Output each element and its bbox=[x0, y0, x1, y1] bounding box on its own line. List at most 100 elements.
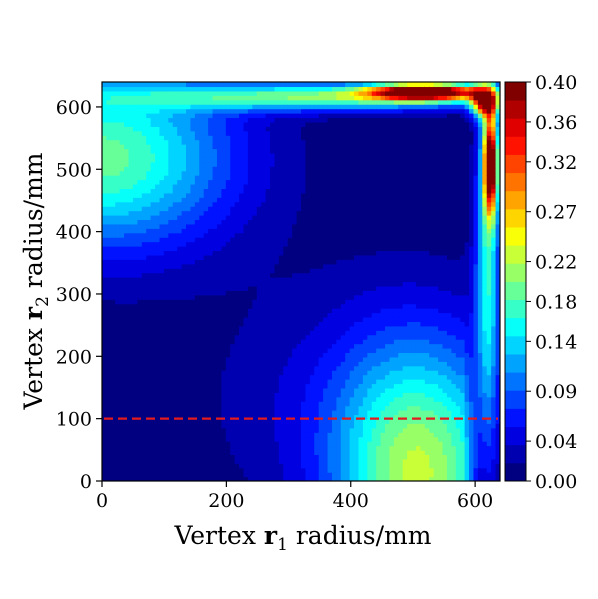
contour-cell bbox=[212, 303, 218, 309]
contour-cell bbox=[323, 423, 329, 429]
contour-cell bbox=[274, 166, 280, 172]
contour-cell bbox=[163, 418, 169, 424]
contour-cell bbox=[314, 463, 320, 469]
contour-cell bbox=[225, 343, 231, 349]
contour-cell bbox=[230, 166, 236, 172]
contour-cell bbox=[172, 423, 178, 429]
contour-cell bbox=[132, 348, 138, 354]
contour-cell bbox=[292, 472, 298, 478]
contour-cell bbox=[221, 277, 227, 283]
contour-cell bbox=[331, 294, 337, 300]
contour-cell bbox=[110, 157, 116, 163]
contour-cell bbox=[287, 121, 293, 127]
contour-cell bbox=[102, 427, 108, 433]
contour-cell bbox=[340, 90, 346, 96]
contour-cell bbox=[146, 117, 152, 123]
contour-cell bbox=[247, 365, 253, 371]
contour-cell bbox=[292, 330, 298, 336]
contour-cell bbox=[247, 449, 253, 455]
contour-cell bbox=[301, 308, 307, 314]
contour-cell bbox=[327, 228, 333, 234]
contour-cell bbox=[287, 472, 293, 478]
contour-cell bbox=[278, 299, 284, 305]
contour-cell bbox=[155, 210, 161, 216]
contour-cell bbox=[296, 259, 302, 265]
contour-cell bbox=[234, 303, 240, 309]
contour-cell bbox=[247, 396, 253, 402]
contour-cell bbox=[278, 277, 284, 283]
contour-cell bbox=[256, 170, 262, 176]
contour-cell bbox=[252, 365, 258, 371]
contour-cell bbox=[194, 246, 200, 252]
contour-cell bbox=[239, 272, 245, 278]
contour-cell bbox=[212, 157, 218, 163]
contour-cell bbox=[336, 254, 342, 260]
contour-cell bbox=[314, 192, 320, 198]
contour-cell bbox=[292, 432, 298, 438]
contour-cell bbox=[132, 104, 138, 110]
contour-cell bbox=[252, 166, 258, 172]
contour-cell bbox=[159, 117, 165, 123]
contour-cell bbox=[110, 441, 116, 447]
contour-cell bbox=[221, 232, 227, 238]
contour-cell bbox=[203, 370, 209, 376]
contour-cell bbox=[203, 104, 209, 110]
contour-cell bbox=[106, 206, 112, 212]
contour-cell bbox=[283, 432, 289, 438]
contour-cell bbox=[283, 463, 289, 469]
contour-cell bbox=[287, 290, 293, 296]
contour-cell bbox=[102, 436, 108, 442]
contour-cell bbox=[146, 250, 152, 256]
contour-cell bbox=[208, 223, 214, 229]
contour-cell bbox=[265, 294, 271, 300]
contour-cell bbox=[225, 277, 231, 283]
contour-cell bbox=[230, 250, 236, 256]
contour-cell bbox=[119, 370, 125, 376]
contour-cell bbox=[102, 454, 108, 460]
contour-cell bbox=[137, 441, 143, 447]
contour-cell bbox=[199, 188, 205, 194]
contour-cell bbox=[301, 449, 307, 455]
contour-cell bbox=[261, 161, 267, 167]
contour-cell bbox=[168, 152, 174, 158]
contour-cell bbox=[287, 104, 293, 110]
contour-cell bbox=[239, 458, 245, 464]
contour-cell bbox=[208, 90, 214, 96]
contour-cell bbox=[314, 334, 320, 340]
contour-cell bbox=[146, 348, 152, 354]
contour-cell bbox=[278, 339, 284, 345]
contour-cell bbox=[194, 272, 200, 278]
contour-cell bbox=[212, 414, 218, 420]
contour-cell bbox=[186, 179, 192, 185]
contour-cell bbox=[314, 117, 320, 123]
contour-cell bbox=[150, 343, 156, 349]
contour-cell bbox=[331, 82, 337, 88]
contour-cell bbox=[102, 463, 108, 469]
contour-cell bbox=[212, 210, 218, 216]
contour-cell bbox=[225, 228, 231, 234]
contour-cell bbox=[194, 277, 200, 283]
contour-cell bbox=[203, 144, 209, 150]
contour-cell bbox=[323, 396, 329, 402]
contour-cell bbox=[172, 436, 178, 442]
contour-cell bbox=[327, 179, 333, 185]
contour-cell bbox=[186, 90, 192, 96]
contour-cell bbox=[278, 352, 284, 358]
contour-cell bbox=[318, 374, 324, 380]
contour-cell bbox=[336, 232, 342, 238]
contour-cell bbox=[256, 316, 262, 322]
contour-cell bbox=[292, 418, 298, 424]
contour-cell bbox=[234, 259, 240, 265]
contour-cell bbox=[155, 232, 161, 238]
contour-cell bbox=[115, 188, 121, 194]
contour-cell bbox=[318, 82, 324, 88]
contour-cell bbox=[194, 285, 200, 291]
contour-cell bbox=[159, 348, 165, 354]
contour-cell bbox=[146, 130, 152, 136]
contour-cell bbox=[119, 197, 125, 203]
contour-cell bbox=[119, 427, 125, 433]
contour-cell bbox=[124, 387, 130, 393]
contour-cell bbox=[270, 472, 276, 478]
contour-cell bbox=[124, 232, 130, 238]
contour-cell bbox=[106, 423, 112, 429]
